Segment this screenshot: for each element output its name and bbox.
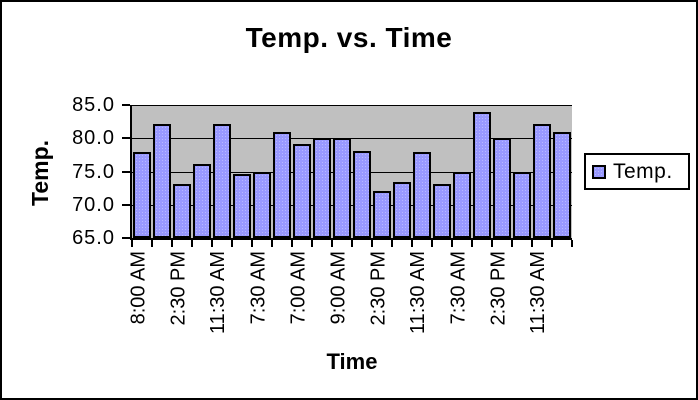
x-axis-title: Time (326, 349, 378, 374)
x-tick-label: 11:30 AM (207, 251, 229, 335)
x-axis-tick (431, 240, 433, 247)
bar (173, 184, 191, 238)
gridline (132, 138, 572, 139)
bar (513, 172, 531, 238)
x-axis-line (130, 238, 572, 240)
x-axis-tick (131, 240, 133, 247)
x-tick-label: 7:30 AM (247, 251, 269, 325)
y-axis-tick (122, 137, 130, 139)
x-axis-tick (411, 240, 413, 247)
x-tick-label: 11:30 AM (407, 251, 429, 335)
x-axis-tick (451, 240, 453, 247)
bar (313, 138, 331, 238)
x-axis-tick (171, 240, 173, 247)
x-tick-label: 11:30 AM (527, 251, 549, 335)
bar (353, 151, 371, 238)
x-tick-label: 2:30 PM (367, 251, 389, 326)
y-axis-tick (122, 204, 130, 206)
gridline (132, 172, 572, 173)
y-tick-label: 65.0 (72, 227, 115, 249)
bar (473, 112, 491, 238)
x-tick-label: 9:00 AM (327, 251, 349, 325)
y-tick-label: 75.0 (72, 161, 115, 183)
gridline (132, 105, 572, 106)
bar (453, 172, 471, 238)
gridline (132, 205, 572, 206)
x-axis-tick (291, 240, 293, 247)
x-axis-tick (571, 240, 573, 247)
x-axis-tick (331, 240, 333, 247)
bar (193, 164, 211, 238)
bar (273, 132, 291, 238)
y-axis-tick (122, 237, 130, 239)
x-axis-tick (351, 240, 353, 247)
x-axis-tick (471, 240, 473, 247)
x-axis-tick (271, 240, 273, 247)
y-tick-label: 70.0 (72, 194, 115, 216)
x-axis-tick (391, 240, 393, 247)
bar (433, 184, 451, 238)
bar (233, 174, 251, 238)
x-axis-tick (371, 240, 373, 247)
bar (493, 138, 511, 238)
x-axis-tick (251, 240, 253, 247)
x-axis-tick (551, 240, 553, 247)
x-axis-tick (531, 240, 533, 247)
legend-swatch-icon (592, 164, 606, 179)
y-axis-tick (122, 171, 130, 173)
legend-label: Temp. (613, 159, 673, 183)
x-axis-tick (511, 240, 513, 247)
chart-title: Temp. vs. Time (245, 22, 453, 53)
bar (293, 144, 311, 238)
x-axis-tick (211, 240, 213, 247)
bar (153, 124, 171, 238)
bar (533, 124, 551, 238)
x-tick-label: 2:30 PM (167, 251, 189, 326)
x-tick-label: 7:30 AM (447, 251, 469, 325)
y-axis-line (130, 105, 132, 240)
x-axis-tick (491, 240, 493, 247)
x-tick-label: 2:30 PM (487, 251, 509, 326)
x-axis-tick (191, 240, 193, 247)
x-axis-tick (231, 240, 233, 247)
x-tick-label: 7:00 AM (287, 251, 309, 325)
y-axis-tick (122, 104, 130, 106)
bar (553, 132, 571, 238)
bar (393, 182, 411, 238)
bar (213, 124, 231, 238)
bar (413, 152, 431, 238)
bar (253, 172, 271, 238)
x-tick-label: 8:00 AM (127, 251, 149, 325)
x-axis-tick (151, 240, 153, 247)
bar (133, 152, 151, 238)
y-tick-label: 85.0 (72, 94, 115, 116)
bar (333, 138, 351, 238)
y-tick-label: 80.0 (72, 127, 115, 149)
bar (373, 191, 391, 238)
legend: Temp. (584, 153, 690, 190)
x-axis-tick (311, 240, 313, 247)
